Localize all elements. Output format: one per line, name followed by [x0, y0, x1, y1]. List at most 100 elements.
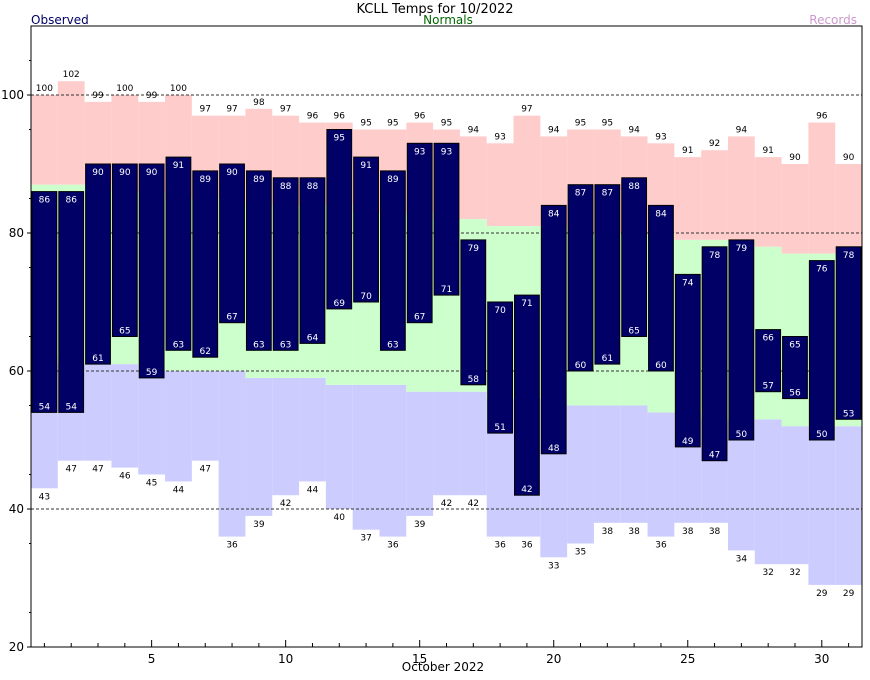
record-high-label-day-20: 94 [548, 125, 560, 135]
record-high-label-day-3: 99 [92, 91, 104, 101]
record-low-label-day-26: 38 [709, 527, 721, 537]
record-high-label-day-24: 93 [655, 132, 666, 142]
observed-bar-day-15 [406, 142, 433, 324]
record-low-label-day-13: 37 [360, 534, 371, 544]
record-high-label-day-5: 99 [146, 91, 158, 101]
record-high-band-day-29 [781, 164, 809, 254]
record-high-band-day-19 [513, 115, 541, 227]
observed-low-label-day-25: 49 [682, 437, 694, 447]
record-high-label-day-13: 95 [360, 119, 371, 129]
observed-bar-day-10 [272, 177, 299, 351]
record-low-label-day-6: 44 [173, 485, 185, 495]
record-high-band-day-31 [835, 164, 862, 254]
observed-low-label-day-12: 69 [334, 299, 346, 309]
observed-low-label-day-24: 60 [655, 361, 667, 371]
record-high-label-day-25: 91 [682, 146, 693, 156]
observed-low-label-day-28: 57 [762, 382, 773, 392]
record-low-label-day-19: 36 [521, 541, 533, 551]
x-tick-label-25: 25 [680, 652, 695, 666]
record-low-label-day-1: 43 [39, 492, 50, 502]
record-low-band-day-10 [272, 377, 300, 496]
record-low-label-day-5: 45 [146, 479, 157, 489]
observed-low-label-day-18: 51 [494, 423, 505, 433]
observed-high-label-day-25: 74 [682, 278, 694, 288]
observed-high-label-day-19: 71 [521, 299, 532, 309]
record-low-band-day-8 [218, 371, 246, 537]
record-high-label-day-8: 97 [226, 105, 237, 115]
observed-bar-day-4 [111, 163, 138, 337]
record-low-label-day-30: 29 [816, 589, 828, 599]
observed-high-label-day-20: 84 [548, 209, 560, 219]
record-low-band-day-13 [352, 384, 380, 530]
record-high-band-day-27 [727, 136, 755, 240]
record-high-label-day-23: 94 [628, 125, 640, 135]
record-high-band-day-30 [808, 122, 836, 254]
record-low-band-day-31 [835, 426, 862, 585]
record-low-band-day-4 [111, 364, 139, 468]
observed-high-label-day-14: 89 [387, 175, 399, 185]
observed-low-label-day-19: 42 [521, 485, 532, 495]
record-high-label-day-28: 91 [762, 146, 773, 156]
observed-low-label-day-2: 54 [65, 402, 77, 412]
observed-high-label-day-27: 79 [736, 244, 748, 254]
record-low-band-day-30 [808, 426, 836, 585]
record-low-label-day-15: 39 [414, 520, 426, 530]
observed-low-label-day-29: 56 [789, 389, 801, 399]
observed-high-label-day-30: 76 [816, 265, 828, 275]
observed-low-label-day-8: 67 [226, 313, 237, 323]
observed-bar-day-5 [138, 163, 165, 379]
y-tick-label-20: 20 [9, 640, 24, 654]
observed-high-label-day-31: 78 [843, 251, 855, 261]
legend-records: Records [809, 13, 857, 27]
observed-bar-day-25 [674, 273, 701, 448]
observed-low-label-day-23: 65 [628, 327, 639, 337]
record-low-band-day-7 [191, 371, 219, 461]
observed-bar-day-16 [433, 142, 460, 296]
observed-high-label-day-9: 89 [253, 175, 265, 185]
record-low-band-day-27 [727, 419, 755, 551]
observed-high-label-day-18: 70 [494, 306, 506, 316]
observed-low-label-day-10: 63 [280, 340, 291, 350]
record-low-label-day-11: 44 [307, 485, 319, 495]
y-tick-label-100: 100 [1, 88, 24, 102]
record-low-label-day-22: 38 [602, 527, 614, 537]
record-low-label-day-21: 35 [575, 548, 586, 558]
legend-normals: Normals [423, 13, 473, 27]
observed-high-label-day-15: 93 [414, 147, 425, 157]
observed-low-label-day-6: 63 [173, 340, 184, 350]
record-low-band-day-14 [379, 384, 407, 537]
observed-bar-day-26 [701, 246, 728, 462]
observed-low-label-day-9: 63 [253, 340, 264, 350]
observed-high-label-day-22: 87 [602, 189, 613, 199]
observed-high-label-day-28: 66 [762, 334, 774, 344]
record-low-label-day-23: 38 [628, 527, 640, 537]
record-high-label-day-30: 96 [816, 112, 828, 122]
observed-bar-day-23 [621, 177, 648, 337]
x-tick-label-15: 15 [412, 652, 427, 666]
observed-low-label-day-30: 50 [816, 430, 828, 440]
record-high-band-day-26 [701, 150, 728, 240]
record-low-label-day-4: 46 [119, 472, 131, 482]
observed-bar-day-12 [326, 129, 353, 310]
observed-bar-day-21 [567, 184, 594, 372]
y-tick-label-80: 80 [9, 226, 24, 240]
observed-low-label-day-13: 70 [360, 292, 372, 302]
record-low-label-day-2: 47 [65, 465, 76, 475]
record-low-label-day-17: 42 [468, 499, 479, 509]
record-high-label-day-2: 102 [63, 70, 80, 80]
x-tick-label-5: 5 [148, 652, 156, 666]
record-low-label-day-7: 47 [200, 465, 211, 475]
y-tick-label-60: 60 [9, 364, 24, 378]
observed-bar-day-17 [460, 239, 487, 386]
x-tick-label-30: 30 [814, 652, 829, 666]
record-high-label-day-17: 94 [468, 125, 480, 135]
record-low-band-day-9 [245, 377, 273, 516]
observed-bar-day-28 [755, 329, 782, 393]
observed-bar-day-1 [31, 191, 58, 413]
record-low-band-day-12 [325, 384, 353, 509]
record-low-label-day-18: 36 [494, 541, 506, 551]
observed-low-label-day-27: 50 [736, 430, 748, 440]
observed-high-label-day-13: 91 [360, 161, 371, 171]
record-low-label-day-16: 42 [441, 499, 452, 509]
